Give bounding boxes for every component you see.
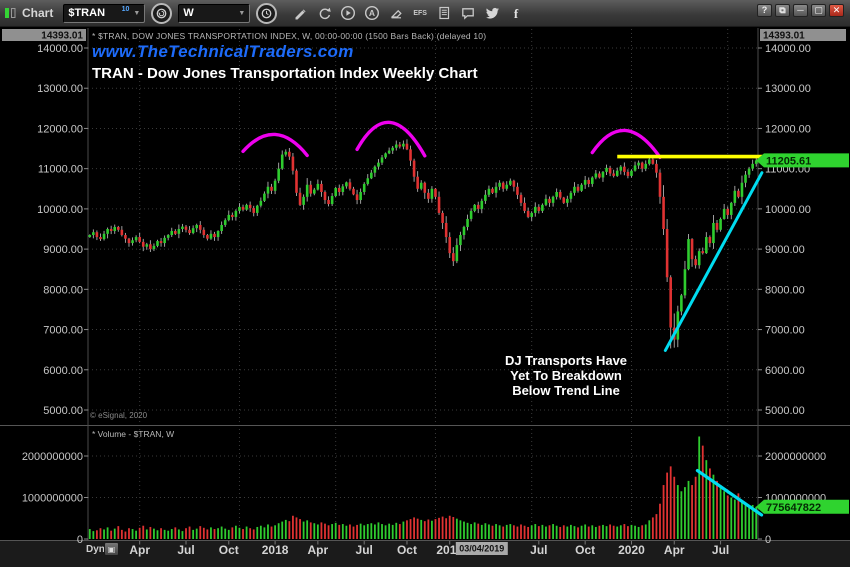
svg-text:Jul: Jul (712, 543, 729, 557)
app-label: Chart (22, 6, 54, 20)
svg-text:03/04/2019: 03/04/2019 (459, 544, 504, 554)
svg-text:775647822: 775647822 (766, 502, 821, 514)
svg-text:14000.00: 14000.00 (37, 43, 83, 55)
help-button[interactable]: ? (757, 4, 772, 17)
svg-text:Apr: Apr (129, 543, 150, 557)
copyright-label: © eSignal, 2020 (90, 411, 148, 420)
refresh-icon (156, 8, 167, 18)
notes-button[interactable] (433, 2, 455, 24)
clock-icon (261, 8, 272, 18)
chat-bubble-icon (462, 8, 474, 20)
svg-text:5000.00: 5000.00 (43, 405, 83, 417)
maximize-button[interactable]: ▢ (811, 4, 826, 17)
svg-text:11000.00: 11000.00 (38, 164, 83, 176)
facebook-share-button[interactable]: f (505, 2, 527, 24)
time-template-button[interactable] (256, 2, 278, 24)
chat-button[interactable] (457, 2, 479, 24)
window-controls: ? ⧉ ─ ▢ ✕ (757, 4, 844, 17)
volume-legend: * Volume - $TRAN, W (92, 429, 175, 439)
svg-text:2000000000: 2000000000 (22, 451, 83, 463)
svg-text:14393.01: 14393.01 (763, 31, 805, 42)
interval-input[interactable]: W ▼ (178, 3, 251, 23)
axis-pin-button[interactable]: ▣ (104, 542, 119, 556)
facebook-icon: f (514, 6, 519, 21)
svg-text:Oct: Oct (397, 543, 417, 557)
redo-tool-button[interactable] (313, 2, 335, 24)
svg-text:7000.00: 7000.00 (765, 325, 805, 337)
symbol-value: $TRAN (68, 7, 106, 19)
svg-text:Apr: Apr (664, 543, 685, 557)
svg-text:0: 0 (765, 534, 771, 546)
annotation-button[interactable]: A (361, 2, 383, 24)
twitter-icon (485, 7, 499, 19)
chart-canvas[interactable]: 14000.00 14000.00 13000.00 13000.00 12000.00… (0, 27, 850, 567)
svg-text:8000.00: 8000.00 (765, 284, 805, 296)
dyn-label[interactable]: Dyn (86, 544, 105, 555)
svg-text:9000.00: 9000.00 (43, 244, 83, 256)
svg-text:2018: 2018 (262, 543, 289, 557)
svg-text:2000000000: 2000000000 (765, 451, 826, 463)
svg-text:0: 0 (77, 534, 83, 546)
svg-text:Jul: Jul (530, 543, 547, 557)
svg-text:7000.00: 7000.00 (43, 325, 83, 337)
svg-text:8000.00: 8000.00 (43, 284, 83, 296)
chart-title: TRAN - Dow Jones Transportation Index We… (92, 65, 478, 82)
svg-text:12000.00: 12000.00 (765, 123, 811, 135)
twitter-share-button[interactable] (481, 2, 503, 24)
svg-text:Oct: Oct (219, 543, 239, 557)
svg-text:12000.00: 12000.00 (37, 123, 83, 135)
svg-text:9000.00: 9000.00 (765, 244, 805, 256)
svg-text:5000.00: 5000.00 (765, 405, 805, 417)
play-icon (341, 5, 356, 21)
svg-text:13000.00: 13000.00 (765, 83, 811, 95)
eraser-button[interactable] (385, 2, 407, 24)
svg-text:1000000000: 1000000000 (22, 493, 83, 505)
annotation-note: DJ Transports Have Yet To Breakdown Belo… (494, 353, 638, 398)
pencil-icon (295, 9, 306, 20)
minimize-button[interactable]: ─ (793, 4, 808, 17)
draw-tool-button[interactable] (289, 2, 311, 24)
play-button[interactable] (337, 2, 359, 24)
svg-text:10000.00: 10000.00 (765, 204, 811, 216)
note-line-1: DJ Transports Have (504, 353, 628, 368)
svg-text:14000.00: 14000.00 (765, 43, 811, 55)
svg-text:10000.00: 10000.00 (37, 204, 83, 216)
close-button[interactable]: ✕ (829, 4, 844, 17)
redo-arrow-icon (320, 7, 332, 20)
svg-text:Apr: Apr (308, 543, 329, 557)
svg-text:11205.61: 11205.61 (766, 155, 811, 167)
symbol-dropdown-caret[interactable]: ▼ (133, 9, 141, 17)
feed-delay-badge: 10 (121, 6, 130, 13)
svg-text:6000.00: 6000.00 (765, 365, 805, 377)
chart-window-icon (4, 5, 18, 21)
notes-icon (439, 6, 450, 20)
svg-text:A: A (369, 8, 375, 18)
circled-a-icon: A (365, 5, 380, 21)
interval-dropdown-caret[interactable]: ▼ (238, 9, 246, 17)
popout-button[interactable]: ⧉ (775, 4, 790, 17)
watermark: www.TheTechnicalTraders.com (92, 42, 354, 61)
svg-text:14393.01: 14393.01 (41, 31, 83, 42)
note-line-2: Yet To Breakdown (510, 368, 622, 383)
eraser-icon (391, 9, 403, 19)
chart-legend: * $TRAN, DOW JONES TRANSPORTATION INDEX,… (92, 31, 487, 41)
svg-text:6000.00: 6000.00 (43, 365, 83, 377)
toolbar: Chart $TRAN 10 ▼ W ▼ A (0, 0, 850, 27)
svg-text:2020: 2020 (618, 543, 645, 557)
svg-text:13000.00: 13000.00 (37, 83, 83, 95)
interval-value: W (183, 7, 194, 19)
symbol-lookup-button[interactable] (151, 2, 173, 24)
note-line-3: Below Trend Line (512, 383, 620, 398)
efs-button[interactable]: EFS (413, 9, 427, 17)
svg-text:f: f (514, 6, 519, 21)
svg-text:Jul: Jul (356, 543, 373, 557)
symbol-input[interactable]: $TRAN 10 ▼ (63, 3, 146, 23)
svg-text:Jul: Jul (177, 543, 194, 557)
svg-text:Oct: Oct (575, 543, 595, 557)
